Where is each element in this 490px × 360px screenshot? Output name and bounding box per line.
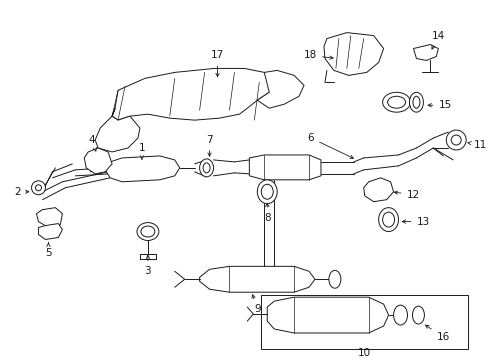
Ellipse shape [388,96,406,108]
Polygon shape [84,148,112,174]
Text: 9: 9 [252,295,261,314]
Text: 5: 5 [45,243,52,258]
Ellipse shape [199,159,214,177]
Polygon shape [199,266,315,292]
Ellipse shape [329,270,341,288]
Polygon shape [257,71,304,108]
Polygon shape [364,178,393,202]
Text: 16: 16 [425,325,450,342]
Ellipse shape [410,92,423,112]
Ellipse shape [413,306,424,324]
Text: 15: 15 [428,100,452,110]
Polygon shape [324,33,384,75]
Polygon shape [39,224,62,239]
Polygon shape [105,156,180,182]
Polygon shape [95,108,140,152]
Polygon shape [112,68,274,120]
Circle shape [35,185,42,191]
Text: 2: 2 [14,187,29,197]
Text: 11: 11 [468,140,488,150]
Ellipse shape [261,184,273,199]
Polygon shape [267,297,389,333]
Circle shape [31,181,46,195]
Text: 18: 18 [304,50,333,60]
Text: 7: 7 [206,135,213,156]
Ellipse shape [257,180,277,204]
Text: 13: 13 [402,217,430,226]
Text: 14: 14 [432,31,445,49]
Bar [261,295,468,349]
Polygon shape [249,155,321,180]
Ellipse shape [203,163,210,173]
Text: 8: 8 [264,203,270,222]
Text: 6: 6 [308,133,353,158]
Text: 12: 12 [394,190,420,200]
Ellipse shape [379,208,398,231]
Text: 10: 10 [358,348,371,358]
Circle shape [451,135,461,145]
Text: 1: 1 [139,143,145,159]
Text: 4: 4 [89,135,97,151]
Circle shape [446,130,466,150]
Ellipse shape [383,92,411,112]
Ellipse shape [393,305,408,325]
Polygon shape [414,45,439,60]
Text: 3: 3 [145,255,151,276]
Text: 17: 17 [211,50,224,77]
Ellipse shape [413,96,420,108]
Polygon shape [36,208,62,228]
Ellipse shape [383,212,394,227]
Ellipse shape [137,222,159,240]
Ellipse shape [141,226,155,237]
